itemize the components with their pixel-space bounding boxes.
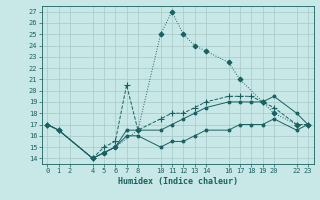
X-axis label: Humidex (Indice chaleur): Humidex (Indice chaleur) [118, 177, 237, 186]
